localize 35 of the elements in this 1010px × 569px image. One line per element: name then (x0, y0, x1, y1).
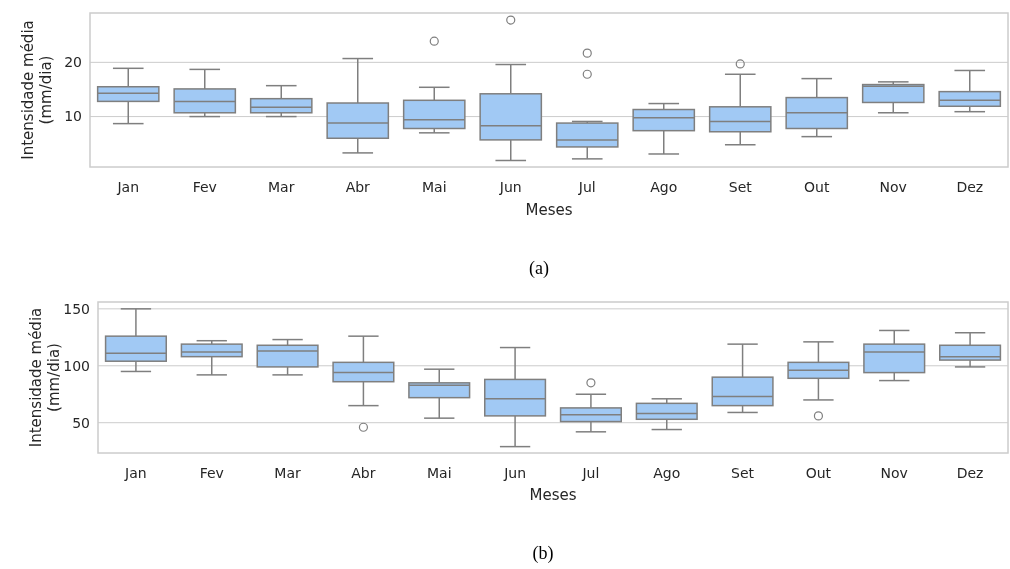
x-tick-label: Out (805, 465, 832, 481)
x-tick-label: Dez (956, 179, 984, 195)
y-axis-title: Intensidade média (mm/dia) (19, 20, 55, 160)
x-tick-label: Ago (653, 465, 681, 481)
x-tick-label: Abr (345, 179, 371, 195)
x-tick-label: Nov (880, 465, 908, 481)
x-tick-label: Dez (956, 465, 984, 481)
y-tick-label: 10 (64, 108, 82, 125)
y-tick-label: 100 (63, 357, 90, 374)
x-tick-label: Ago (650, 179, 678, 195)
text: (a) (529, 258, 549, 279)
x-tick-label: Mar (268, 179, 295, 195)
x-axis-title: Meses (529, 486, 577, 504)
x-tick-label: Jun (503, 465, 527, 481)
x-axis-title: Meses (525, 201, 573, 219)
x-tick-label: Mai (421, 179, 447, 195)
x-tick-label: Fev (199, 465, 224, 481)
y-tick-label: 150 (63, 300, 90, 317)
y-tick-label: 20 (64, 54, 82, 71)
y-axis-title: Intensidade média (mm/dia) (27, 307, 63, 448)
x-tick-label: Jul (581, 465, 600, 481)
x-tick-label: Abr (351, 465, 376, 481)
x-tick-label: Mar (274, 465, 302, 481)
y-tick-label: 50 (72, 414, 90, 431)
x-tick-label: Jun (498, 179, 522, 195)
text: (b) (532, 543, 554, 564)
x-tick-label: Fev (192, 179, 217, 195)
x-tick-label: Jul (577, 179, 596, 195)
x-tick-label: Set (728, 179, 753, 195)
x-tick-label: Mai (426, 465, 452, 481)
x-tick-label: Jan (124, 465, 147, 481)
x-tick-label: Out (804, 179, 830, 195)
x-tick-label: Nov (879, 179, 907, 195)
x-tick-label: Set (731, 465, 755, 481)
x-tick-label: Jan (116, 179, 140, 195)
